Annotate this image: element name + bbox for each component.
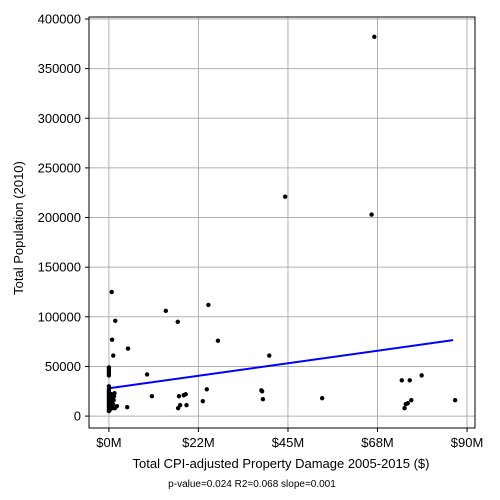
x-tick-label: $68M <box>361 435 394 450</box>
data-point <box>125 346 131 351</box>
y-tick-label: 350000 <box>38 61 81 76</box>
data-point <box>111 353 116 358</box>
data-point <box>112 391 117 396</box>
y-tick-label: 50000 <box>45 359 81 374</box>
grid-lines <box>89 17 475 428</box>
x-tick-label: $0M <box>96 435 121 450</box>
data-point <box>259 389 265 394</box>
data-points <box>106 34 458 414</box>
y-tick-label: 100000 <box>38 309 81 324</box>
data-point <box>402 405 407 411</box>
y-axis-label: Total Population (2010) <box>11 161 26 295</box>
data-point <box>106 365 112 370</box>
data-point <box>319 396 325 401</box>
x-tick-label: $45M <box>272 435 305 450</box>
data-point <box>260 397 266 402</box>
data-point <box>149 394 155 399</box>
y-axis-ticks: 0 50000 100000 150000 200000 250000 300000 3500… <box>38 11 89 424</box>
data-point <box>282 194 288 199</box>
data-point <box>200 398 206 404</box>
data-point <box>114 403 120 409</box>
data-point <box>184 402 189 408</box>
data-point <box>175 319 180 324</box>
data-point <box>399 378 404 383</box>
y-tick-label: 400000 <box>38 11 81 26</box>
data-point <box>452 398 458 403</box>
data-point <box>405 400 410 406</box>
data-point <box>419 373 424 378</box>
data-point <box>183 392 188 397</box>
regression-line <box>108 339 454 390</box>
x-tick-label: $22M <box>182 435 215 450</box>
data-point <box>409 398 414 403</box>
x-tick-label: $90M <box>451 435 484 450</box>
data-point <box>125 404 130 410</box>
data-point <box>177 402 183 408</box>
data-point <box>113 318 118 323</box>
plot-frame <box>88 16 476 429</box>
data-point <box>109 337 115 342</box>
data-point <box>176 394 182 399</box>
y-tick-label: 250000 <box>38 160 81 175</box>
y-tick-label: 300000 <box>38 111 81 126</box>
data-point <box>204 387 209 392</box>
fit-line <box>108 339 454 390</box>
data-point <box>215 338 221 343</box>
data-point <box>109 289 114 295</box>
data-point <box>163 308 169 314</box>
data-point <box>372 34 377 40</box>
data-point <box>106 384 112 389</box>
data-point <box>369 212 374 217</box>
y-tick-label: 200000 <box>38 210 81 225</box>
y-tick-label: 0 <box>74 409 81 424</box>
regression-stats: p-value=0.024 R2=0.068 slope=0.001 <box>168 479 336 490</box>
y-tick-label: 150000 <box>38 260 81 275</box>
data-point <box>206 302 211 308</box>
x-axis-label: Total CPI-adjusted Property Damage 2005-… <box>133 456 430 471</box>
data-point <box>407 378 412 383</box>
data-point <box>111 398 116 403</box>
x-axis-ticks: $0M $22M $45M $68M $90M <box>96 428 483 450</box>
data-point <box>144 372 150 377</box>
data-point <box>110 401 116 407</box>
data-point <box>267 353 272 358</box>
